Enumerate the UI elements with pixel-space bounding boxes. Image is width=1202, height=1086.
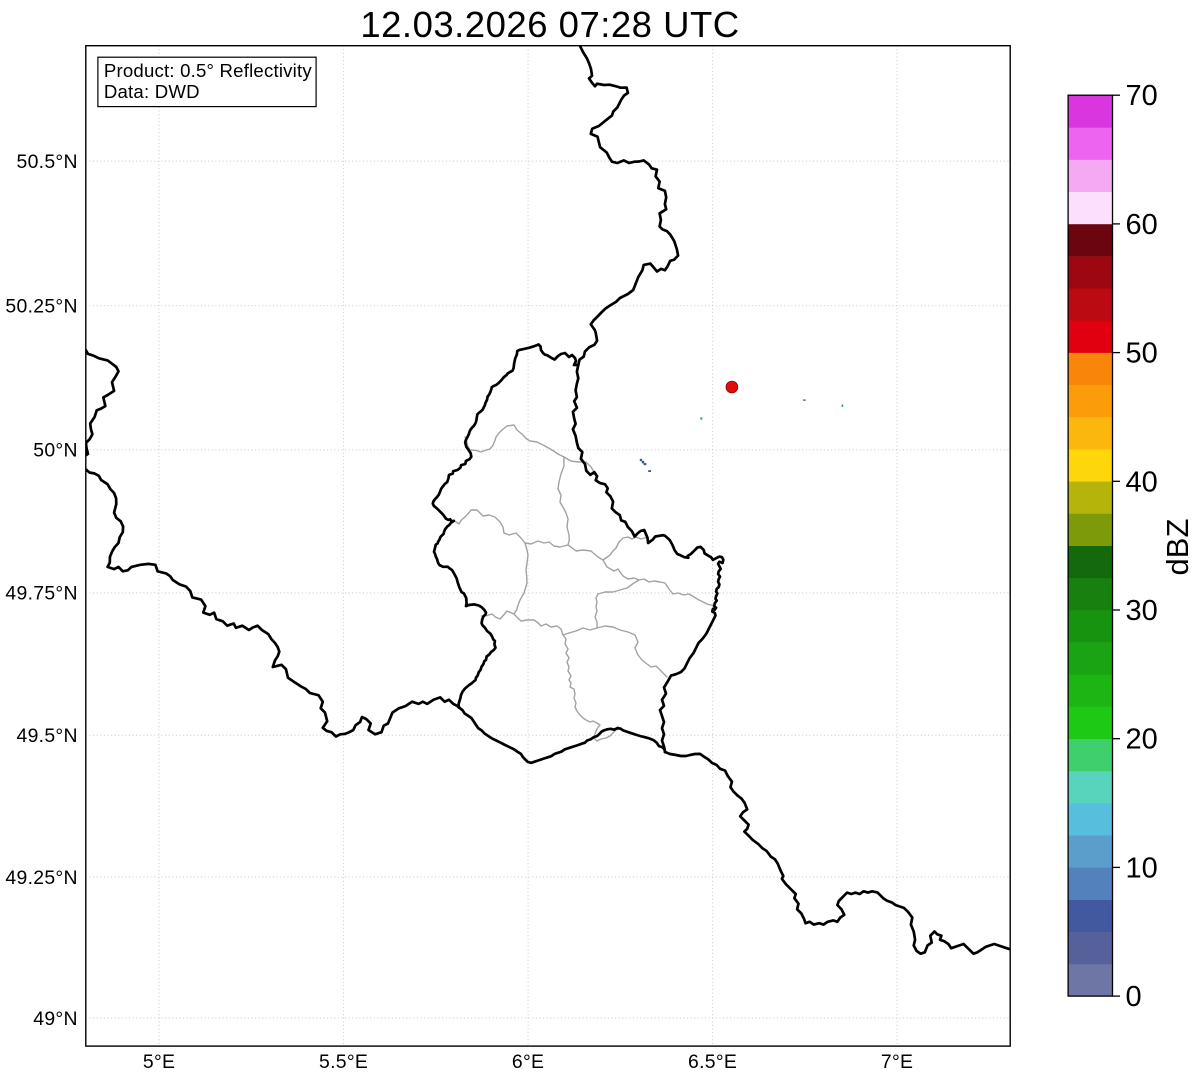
- svg-text:Data: DWD: Data: DWD: [104, 81, 200, 102]
- svg-text:10: 10: [1126, 852, 1158, 884]
- svg-text:dBZ: dBZ: [1160, 519, 1195, 576]
- svg-text:50.5°N: 50.5°N: [16, 151, 77, 173]
- svg-text:6°E: 6°E: [512, 1051, 544, 1073]
- svg-text:12.03.2026 07:28 UTC: 12.03.2026 07:28 UTC: [360, 4, 739, 45]
- svg-text:70: 70: [1126, 80, 1158, 112]
- svg-text:5°E: 5°E: [143, 1051, 175, 1073]
- svg-text:5.5°E: 5.5°E: [319, 1051, 368, 1073]
- svg-text:49.5°N: 49.5°N: [16, 725, 77, 747]
- svg-text:40: 40: [1126, 466, 1158, 498]
- svg-text:Product: 0.5° Reflectivity: Product: 0.5° Reflectivity: [104, 60, 312, 81]
- svg-text:30: 30: [1126, 595, 1158, 627]
- svg-text:60: 60: [1126, 209, 1158, 241]
- svg-text:49.25°N: 49.25°N: [5, 867, 77, 889]
- svg-text:49.75°N: 49.75°N: [5, 583, 77, 605]
- svg-text:6.5°E: 6.5°E: [688, 1051, 737, 1073]
- svg-text:7°E: 7°E: [881, 1051, 913, 1073]
- svg-text:50: 50: [1126, 338, 1158, 370]
- svg-text:0: 0: [1126, 981, 1142, 1013]
- svg-text:20: 20: [1126, 724, 1158, 756]
- svg-text:50°N: 50°N: [33, 440, 78, 462]
- svg-text:49°N: 49°N: [33, 1008, 78, 1030]
- svg-text:50.25°N: 50.25°N: [5, 296, 77, 318]
